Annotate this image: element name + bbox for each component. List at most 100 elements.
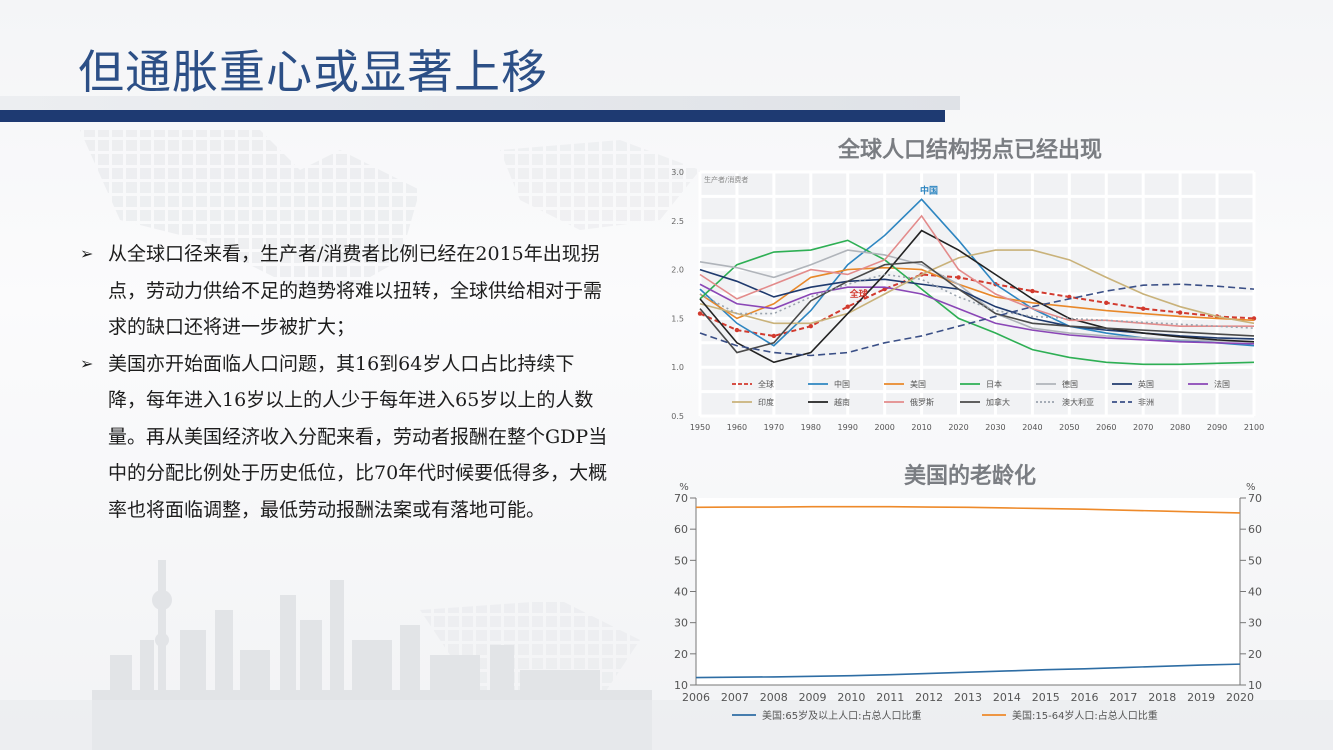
series-line: [699, 266, 1255, 322]
x-tick-label: 2030: [985, 423, 1005, 432]
legend-label: 澳大利亚: [1062, 397, 1094, 407]
x-tick-label: 2040: [1022, 423, 1042, 432]
y-tick-label: 40: [1248, 586, 1262, 599]
title-accent-light: [0, 96, 960, 110]
legend-label: 俄罗斯: [910, 397, 934, 407]
bullet-item: ➢ 从全球口径来看，生产者/消费者比例已经在2015年出现拐点，劳动力供给不足的…: [80, 236, 612, 346]
y-tick-label: 3.0: [671, 168, 684, 177]
x-tick-label: 2060: [1096, 423, 1116, 432]
series-line: [699, 229, 1255, 364]
series-point: [771, 333, 777, 339]
series-line: [695, 663, 1241, 679]
population-structure-chart: 3.0 2.5 2.0 1.5 1.0 0.5 1950 1960 1970 1980 1990 20…: [671, 168, 1264, 432]
chart1-title: 全球人口结构拐点已经出现: [837, 138, 1102, 163]
x-tick-label: 2008: [760, 691, 788, 704]
y-tick-label: 70: [674, 492, 688, 505]
series-point: [1141, 306, 1146, 311]
series-point: [1104, 300, 1109, 305]
legend-label: 法国: [1214, 379, 1230, 389]
series-point: [697, 311, 703, 316]
y-tick-label: 2.5: [671, 217, 684, 226]
y-tick-label: 1.0: [671, 363, 684, 372]
x-tick-label: 2020: [1226, 691, 1254, 704]
x-tick-label: 1960: [727, 423, 747, 432]
y-tick-label: 50: [1248, 554, 1262, 567]
legend-label: 中国: [834, 379, 850, 389]
x-tick-label: 2012: [915, 691, 943, 704]
chart2-title: 美国的老龄化: [903, 464, 1036, 489]
legend-label: 日本: [986, 379, 1002, 389]
chart-annotation: 全球: [849, 288, 869, 300]
y-tick-label: 50: [674, 554, 688, 567]
y-tick-label: 1.5: [671, 314, 684, 323]
legend-label: 加拿大: [986, 397, 1010, 407]
x-tick-label: 2018: [1148, 691, 1176, 704]
series-point: [1030, 288, 1035, 294]
series-line: [699, 273, 1255, 329]
chart-corner-note: 生产者/消费者: [704, 175, 748, 184]
x-tick-label: 2017: [1109, 691, 1137, 704]
y-tick-label: 30: [1248, 617, 1262, 630]
slide-title: 但通胀重心或显著上移: [78, 45, 548, 99]
legend-label: 全球: [758, 379, 774, 389]
legend-label: 非洲: [1138, 397, 1154, 407]
arrow-bullet-icon: ➢: [80, 244, 94, 263]
y-tick-label: 0.5: [671, 412, 684, 421]
series-line: [699, 283, 1255, 345]
series-line: [699, 249, 1255, 325]
legend-label: 英国: [1138, 379, 1154, 389]
x-tick-label: 2090: [1207, 423, 1227, 432]
legend-label: 德国: [1062, 379, 1078, 389]
y-tick-label: 70: [1248, 492, 1262, 505]
x-tick-label: 2019: [1187, 691, 1215, 704]
x-tick-label: 1970: [764, 423, 784, 432]
y-tick-label: 20: [1248, 648, 1262, 661]
bullet-item: ➢ 美国亦开始面临人口问题，其16到64岁人口占比持续下降，每年进入16岁以上的…: [80, 346, 612, 529]
x-tick-label: 2007: [721, 691, 749, 704]
y-tick-label: 10: [674, 679, 688, 692]
plot-area: [696, 498, 1240, 685]
x-tick-label: 2015: [1032, 691, 1060, 704]
series-line: [699, 214, 1254, 328]
bullet-text: 美国亦开始面临人口问题，其16到64岁人口占比持续下降，每年进入16岁以上的人少…: [108, 352, 608, 521]
x-tick-label: 2010: [837, 691, 865, 704]
x-tick-label: 2014: [993, 691, 1021, 704]
x-tick-label: 2100: [1244, 423, 1264, 432]
x-tick-label: 2009: [799, 691, 827, 704]
series-line: [699, 239, 1255, 366]
legend-label: 越南: [834, 397, 850, 407]
x-tick-label: 2006: [682, 691, 710, 704]
x-tick-label: 2050: [1059, 423, 1079, 432]
arrow-bullet-icon: ➢: [80, 353, 94, 373]
x-tick-label: 1950: [690, 423, 710, 432]
x-tick-label: 2013: [954, 691, 982, 704]
y-tick-label: 40: [674, 586, 688, 599]
x-tick-label: 2010: [911, 423, 931, 432]
x-tick-label: 1980: [801, 423, 821, 432]
y-tick-label: 30: [674, 617, 688, 630]
series-line: [699, 249, 1255, 343]
legend-label: 美国: [910, 379, 926, 389]
chart-annotation: 中国: [920, 184, 938, 196]
title-accent-bar: [0, 110, 945, 122]
y-tick-label: 10: [1248, 679, 1262, 692]
y-tick-label: 2.0: [671, 266, 684, 275]
x-tick-label: 2070: [1133, 423, 1153, 432]
bullet-text: 从全球口径来看，生产者/消费者比例已经在2015年出现拐点，劳动力供给不足的趋势…: [108, 243, 603, 338]
y-unit-left: %: [679, 482, 689, 493]
legend-label: 印度: [758, 397, 774, 407]
x-tick-label: 2080: [1170, 423, 1190, 432]
y-unit-right: %: [1246, 482, 1256, 493]
series-point: [956, 275, 961, 280]
x-tick-label: 2011: [876, 691, 904, 704]
y-tick-label: 60: [1248, 523, 1262, 536]
bullet-list: ➢ 从全球口径来看，生产者/消费者比例已经在2015年出现拐点，劳动力供给不足的…: [80, 236, 612, 528]
y-tick-label: 60: [674, 523, 688, 536]
series-point: [1177, 310, 1183, 315]
series-point: [808, 324, 813, 329]
legend-label: 美国:15-64岁人口:占总人口比重: [1012, 709, 1158, 722]
y-tick-label: 20: [674, 648, 688, 661]
x-tick-label: 1990: [838, 423, 858, 432]
